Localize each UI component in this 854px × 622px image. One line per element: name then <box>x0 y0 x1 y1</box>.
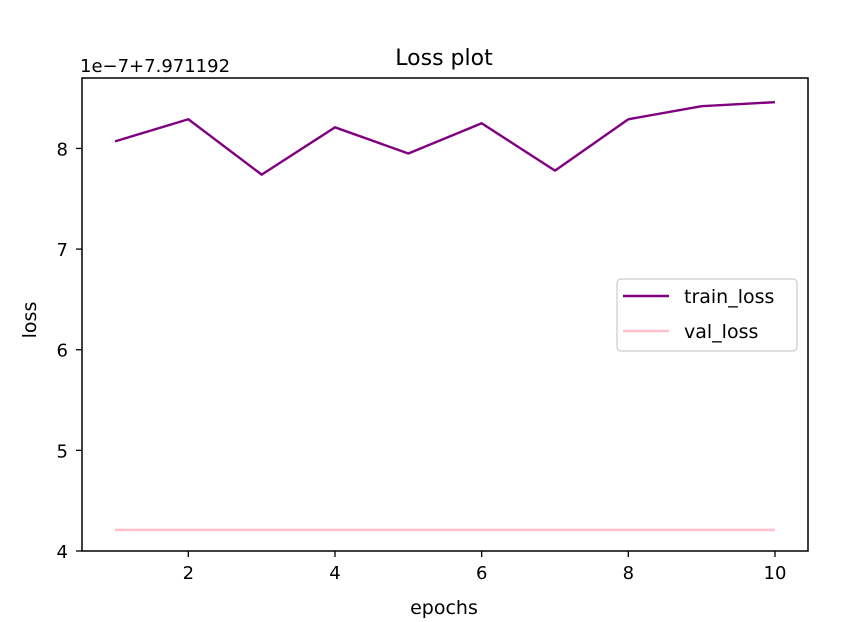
y-tick-label: 8 <box>57 139 68 160</box>
chart-title: Loss plot <box>395 46 493 71</box>
y-axis-label: loss <box>19 302 41 339</box>
series-layer <box>114 100 776 532</box>
y-tick-label: 4 <box>57 542 68 563</box>
y-tick-label: 6 <box>57 341 68 362</box>
x-tick-label: 2 <box>183 563 194 584</box>
x-axis-ticks: 2 4 6 8 10 <box>183 551 787 584</box>
legend-label-val-loss: val_loss <box>684 321 758 343</box>
x-tick-label: 4 <box>329 563 340 584</box>
x-tick-label: 8 <box>623 563 634 584</box>
series-line-train-loss <box>114 100 776 176</box>
x-tick-label: 6 <box>476 563 487 584</box>
x-axis-label: epochs <box>410 597 478 619</box>
y-tick-label: 7 <box>57 240 68 261</box>
y-axis-ticks: 4 5 6 7 8 <box>57 139 82 563</box>
plot-frame <box>81 77 809 552</box>
legend-label-train-loss: train_loss <box>684 286 774 308</box>
legend: train_loss val_loss <box>616 278 798 352</box>
x-tick-label: 10 <box>764 563 787 584</box>
y-offset-label: 1e−7+7.971192 <box>80 56 230 77</box>
y-tick-label: 5 <box>57 441 68 462</box>
